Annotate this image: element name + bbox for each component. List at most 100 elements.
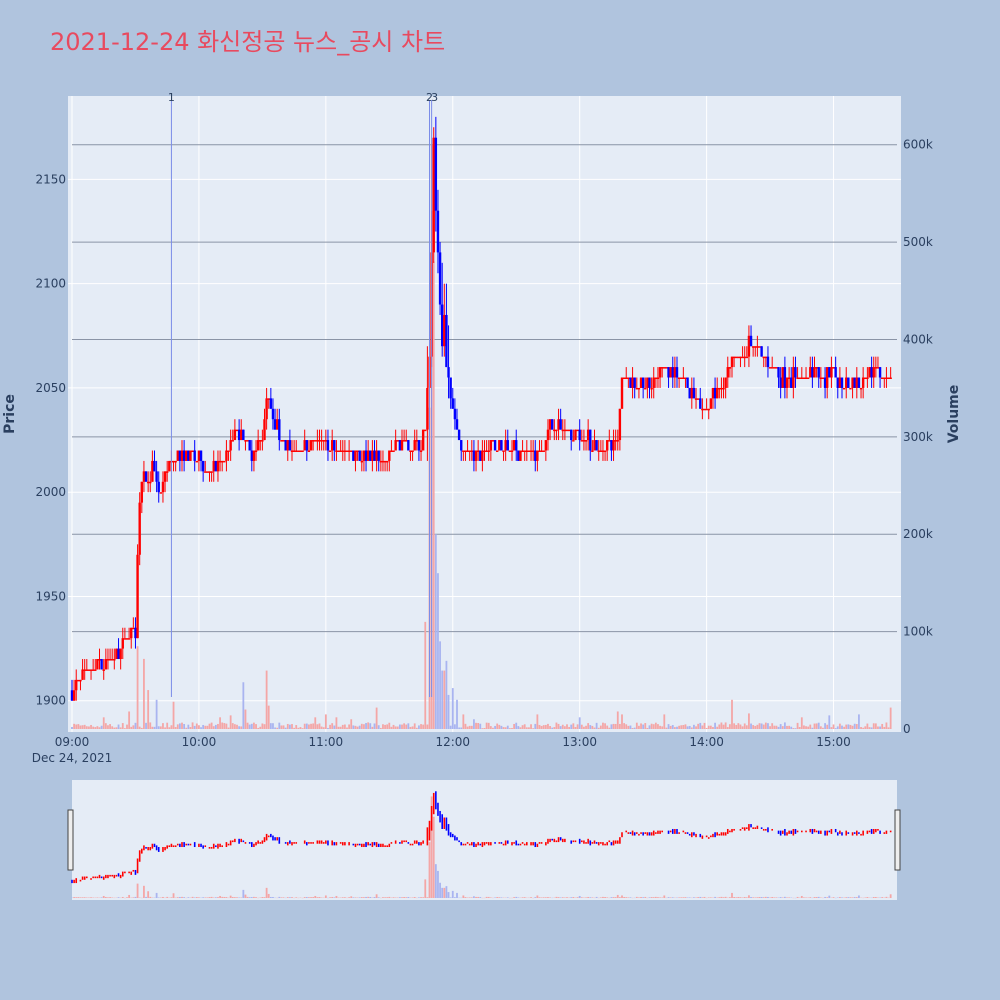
mini-volume-bar: [771, 896, 774, 898]
volume-bar: [375, 707, 378, 729]
volume-bars: [71, 144, 892, 729]
volume-bar: [561, 724, 564, 729]
volume-bar: [621, 714, 623, 729]
volume-bar: [604, 723, 606, 729]
volume-bar: [198, 725, 200, 729]
volume-bar: [830, 727, 833, 729]
candle-body: [280, 440, 283, 442]
candle-body: [455, 419, 459, 430]
candle-body: [130, 627, 133, 639]
volume-bar: [542, 725, 545, 729]
candle-body: [864, 377, 867, 380]
volume-bar: [815, 723, 818, 729]
event-marker-label: 1: [168, 91, 175, 104]
candle-body: [584, 440, 588, 442]
volume-bar: [887, 727, 890, 729]
range-slider-right-handle[interactable]: [894, 809, 901, 871]
candle-body: [438, 252, 442, 305]
candle-body: [595, 440, 598, 451]
mini-volume-bar: [722, 897, 725, 898]
volume-bar: [466, 726, 469, 729]
volume-bar: [709, 725, 712, 729]
candle-body: [324, 440, 328, 442]
mini-volume-bar: [434, 864, 437, 898]
volume-bar: [390, 726, 393, 729]
mini-volume-bar: [699, 896, 702, 898]
volume-bar: [701, 725, 704, 729]
candle-body: [377, 450, 380, 461]
candle-body: [646, 377, 649, 388]
candle-body: [675, 367, 679, 378]
candle-body: [70, 690, 74, 701]
mini-volume-bar: [308, 897, 310, 898]
candle-body: [608, 440, 611, 442]
candle-body: [866, 377, 869, 380]
mini-volume-bar: [591, 897, 594, 898]
candle-body: [447, 367, 450, 378]
volume-bar: [360, 723, 363, 729]
candle-body: [246, 440, 249, 442]
mini-volume-bar: [654, 896, 657, 898]
mini-volume-bar: [549, 897, 551, 898]
candle-body: [555, 429, 558, 432]
candle-body: [432, 137, 435, 253]
mini-volume-bar: [236, 897, 238, 898]
mini-volume-bar: [443, 887, 446, 898]
candle-body: [250, 450, 254, 461]
mini-volume-bar: [219, 895, 221, 898]
mini-volume-bar: [714, 896, 716, 898]
volume-bar: [841, 725, 843, 729]
mini-volume-bar: [303, 897, 306, 898]
range-slider-left-handle[interactable]: [67, 809, 74, 871]
volume-bar: [151, 726, 154, 729]
volume-bar: [714, 722, 716, 729]
candle-body: [785, 377, 789, 388]
volume-bar: [489, 726, 492, 729]
candle-body: [498, 440, 501, 451]
volume-bar: [690, 727, 693, 729]
candle-body: [781, 367, 784, 388]
candle-body: [185, 450, 188, 461]
range-slider[interactable]: [72, 780, 897, 900]
volume-bar: [453, 724, 456, 729]
volume-bar: [343, 724, 346, 729]
candle-body: [815, 367, 818, 369]
mini-volume-bar: [358, 897, 361, 898]
range-slider-preview: [71, 791, 892, 899]
candle-body: [102, 669, 105, 671]
candle-body: [335, 450, 338, 452]
mini-volume-bar: [269, 896, 272, 898]
mini-volume-bar: [561, 897, 564, 898]
volume-bar: [688, 725, 691, 729]
volume-bar: [652, 724, 655, 729]
mini-volume-bar: [305, 897, 308, 898]
volume-bar: [525, 727, 528, 729]
candle-body: [98, 659, 101, 661]
volume-bar: [126, 724, 128, 729]
event-markers: 1 23: [168, 91, 438, 697]
volume-bar: [720, 722, 723, 729]
candle-body: [574, 429, 577, 441]
candle-body: [385, 460, 389, 463]
volume-bar: [517, 726, 520, 729]
mini-volume-bar: [788, 897, 791, 898]
volume-bar: [661, 726, 664, 729]
mini-volume-bar: [255, 897, 257, 898]
mini-volume-bar: [735, 897, 738, 898]
mini-volume-bar: [136, 883, 139, 898]
volume-bar: [722, 724, 725, 729]
candle-body: [345, 450, 349, 452]
candle-body: [709, 398, 713, 409]
volume-bar: [570, 724, 573, 729]
volume-bar: [134, 722, 137, 729]
candle-body: [823, 377, 827, 388]
volume-bar: [606, 725, 609, 729]
candle-body: [252, 450, 256, 461]
volume-bar: [659, 725, 661, 729]
mini-volume-bar: [143, 885, 145, 898]
mini-volume-bar: [79, 897, 82, 898]
mini-volume-bar: [341, 897, 344, 898]
volume-bar: [238, 726, 241, 729]
mini-volume-bar: [473, 896, 475, 898]
volume-bar: [217, 723, 219, 729]
